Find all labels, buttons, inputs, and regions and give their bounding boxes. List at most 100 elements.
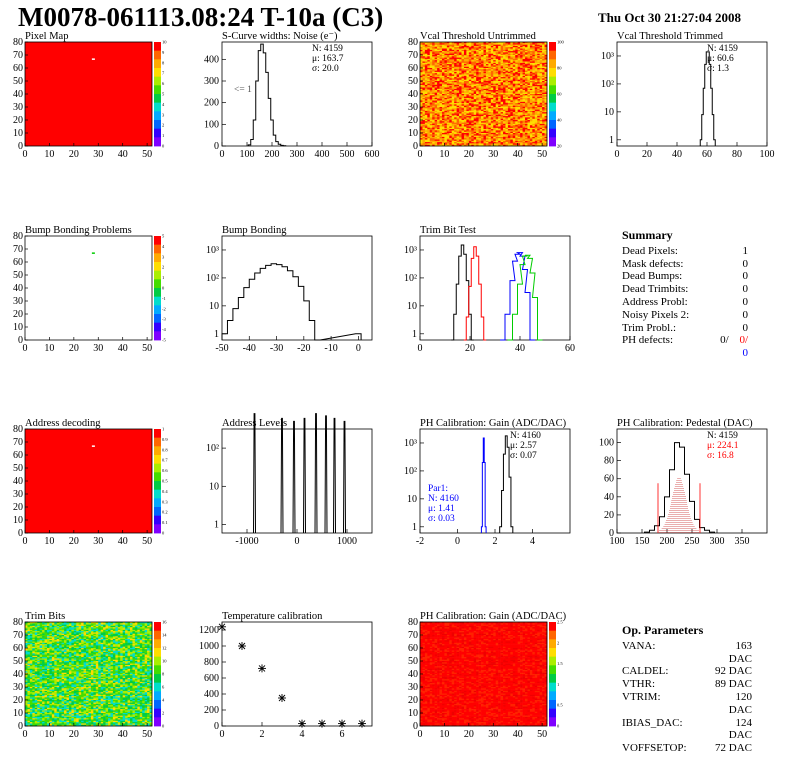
heatmap-cell (534, 117, 538, 119)
heatmap-cell (466, 56, 470, 58)
heatmap-cell (420, 66, 423, 69)
heatmap-cell (529, 65, 533, 67)
heatmap-cell (32, 722, 36, 724)
heatmap-cell (468, 58, 472, 61)
heatmap-cell (463, 101, 467, 104)
heatmap-cell (503, 113, 506, 116)
heatmap-cell (510, 99, 514, 101)
heatmap-cell (527, 131, 531, 134)
heatmap-cell (466, 122, 470, 125)
heatmap-cell (527, 116, 531, 118)
heatmap-cell (459, 65, 462, 67)
heatmap-cell (481, 71, 484, 74)
heatmap-cell (493, 96, 497, 99)
heatmap-cell (459, 134, 462, 136)
heatmap-cell (432, 68, 435, 70)
heatmap-cell (488, 109, 492, 112)
heatmap-cell (498, 65, 501, 67)
heatmap-cell (424, 112, 428, 114)
heatmap-cell (539, 140, 543, 143)
heatmap-cell (424, 120, 428, 122)
heatmap-cell (441, 70, 445, 73)
heatmap-cell (456, 83, 460, 86)
heatmap-cell (463, 68, 467, 70)
heatmap-cell (454, 103, 457, 105)
heatmap-cell (424, 77, 428, 79)
heatmap-cell (420, 107, 423, 109)
heatmap-cell (544, 138, 548, 140)
heatmap-cell (441, 88, 445, 91)
heatmap-cell (527, 143, 531, 145)
heatmap-cell (468, 48, 472, 51)
heatmap-cell (522, 95, 526, 97)
heatmap-cell (434, 118, 438, 121)
heatmap-cell (25, 676, 28, 679)
heatmap-cell (481, 96, 484, 99)
heatmap-cell (542, 78, 545, 80)
heatmap-cell (517, 65, 521, 67)
color-scale-label: 20 (557, 144, 562, 149)
heatmap-cell (495, 43, 499, 45)
heatmap-cell (32, 670, 36, 672)
heatmap-cell (463, 95, 467, 97)
heatmap-cell (461, 99, 465, 101)
heatmap-cell (507, 75, 511, 78)
heatmap-cell (495, 42, 499, 44)
heatmap-cell (459, 84, 462, 87)
heatmap-cell (488, 117, 492, 119)
heatmap-cell (478, 130, 482, 132)
heatmap-cell (515, 101, 518, 104)
heatmap-cell (432, 118, 435, 121)
heatmap-cell (461, 112, 465, 114)
heatmap-cell (490, 94, 494, 96)
heatmap-cell (444, 113, 448, 116)
heatmap-cell (493, 82, 497, 84)
color-scale-step (154, 305, 161, 311)
color-scale-label: 100 (557, 40, 565, 45)
stats-text: σ: 0.07 (510, 451, 537, 461)
heatmap-cell (503, 120, 506, 122)
heatmap-cell (420, 99, 423, 101)
heatmap-cell (444, 130, 448, 132)
heatmap-cell (27, 710, 31, 712)
heatmap-cell (517, 131, 521, 134)
heatmap-cell (507, 90, 511, 92)
heatmap-cell (527, 107, 531, 109)
heatmap-cell (488, 143, 492, 145)
heatmap-cell (429, 81, 433, 83)
heatmap-cell (507, 122, 511, 125)
heatmap-cell (466, 96, 470, 99)
color-scale-step (154, 489, 161, 495)
heatmap-cell (537, 114, 540, 117)
heatmap-cell (32, 629, 36, 632)
heatmap-cell (542, 57, 545, 60)
heatmap-cell (429, 122, 433, 125)
heatmap-cell (488, 61, 492, 64)
heatmap-cell (478, 53, 482, 56)
heatmap-cell (473, 123, 477, 126)
heatmap-cell (510, 81, 514, 83)
heatmap-cell (495, 57, 499, 60)
y-tick-label: 30 (13, 489, 23, 500)
color-scale-step (154, 524, 161, 530)
heatmap-cell (454, 142, 457, 144)
heatmap-cell (456, 90, 460, 92)
heatmap-cell (532, 136, 536, 139)
heatmap-cell (542, 45, 545, 48)
heatmap-cell (422, 120, 426, 122)
heatmap-cell (520, 104, 523, 106)
heatmap-cell (25, 672, 28, 675)
heatmap-cell (449, 122, 453, 125)
heatmap-cell (503, 60, 506, 62)
heatmap-cell (32, 648, 36, 650)
heatmap-cell (29, 650, 33, 653)
heatmap-cell (529, 117, 533, 119)
heatmap-cell (493, 113, 497, 116)
color-scale (154, 236, 161, 341)
heatmap-cell (493, 135, 497, 138)
heatmap-cell (34, 623, 38, 625)
heatmap-cell (542, 136, 545, 139)
heatmap-cell (534, 140, 538, 143)
heatmap-cell (32, 679, 36, 681)
heatmap-cell (515, 122, 518, 125)
